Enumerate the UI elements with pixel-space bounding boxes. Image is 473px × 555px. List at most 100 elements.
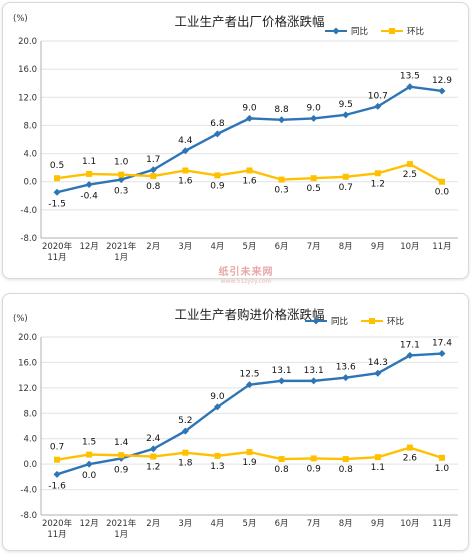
data-label-mom: 0.5: [50, 161, 64, 171]
data-label-mom: 1.5: [82, 438, 96, 448]
y-tick-label: -4.0: [20, 486, 37, 496]
x-tick-label: 12月: [79, 242, 98, 252]
data-label-yoy: 0.0: [82, 471, 97, 481]
x-tick-label: 11月: [432, 519, 451, 529]
point-marker-yoy: [53, 188, 61, 196]
point-marker-yoy: [374, 102, 382, 110]
data-label-yoy: 13.5: [400, 72, 420, 82]
point-marker-mom: [118, 171, 125, 178]
point-marker-mom: [246, 449, 253, 456]
point-marker-mom: [342, 173, 349, 180]
data-label-yoy: 9.0: [306, 103, 321, 113]
data-label-mom: 1.2: [146, 463, 160, 473]
point-marker-yoy: [406, 83, 414, 91]
data-label-yoy: 14.3: [368, 358, 388, 368]
x-tick-label: 9月: [371, 242, 385, 252]
data-label-mom: 0.0: [435, 188, 450, 198]
y-tick-label: 16.0: [18, 65, 37, 75]
data-label-yoy: 5.2: [178, 416, 192, 426]
x-tick-label: 7月: [307, 519, 321, 529]
data-label-yoy: 9.5: [339, 100, 353, 110]
chart-title: 工业生产者购进价格涨跌幅: [174, 307, 324, 322]
y-tick-label: 8.0: [23, 121, 37, 131]
data-label-mom: 1.0: [114, 158, 129, 168]
point-marker-mom: [310, 455, 317, 462]
x-tick-label: 6月: [275, 242, 289, 252]
y-tick-label: 8.0: [23, 409, 37, 419]
point-marker-yoy: [342, 374, 350, 382]
point-marker-mom: [342, 456, 349, 463]
data-label-yoy: 17.4: [432, 339, 452, 349]
data-label-mom: 1.6: [178, 176, 193, 186]
point-marker-mom: [54, 175, 61, 182]
data-label-mom: 0.7: [339, 183, 353, 193]
data-label-yoy: 2.4: [146, 434, 161, 444]
point-marker-yoy: [85, 460, 93, 468]
x-tick-label: 12月: [79, 519, 98, 529]
point-marker-yoy: [278, 377, 286, 385]
point-marker-yoy: [181, 427, 189, 435]
point-marker-yoy: [85, 181, 93, 189]
x-tick-label: 7月: [307, 242, 321, 252]
x-tick-label: 2月: [146, 519, 160, 529]
chart-title: 工业生产者出厂价格涨跌幅: [174, 14, 324, 29]
legend-marker-yoy: [312, 317, 320, 325]
data-label-mom: 2.6: [403, 454, 418, 464]
data-label-mom: 1.2: [371, 179, 385, 189]
x-tick-label: 4月: [210, 519, 224, 529]
x-tick-label: 9月: [371, 519, 385, 529]
point-marker-yoy: [181, 147, 189, 155]
point-marker-yoy: [246, 114, 253, 122]
point-marker-yoy: [117, 176, 125, 184]
data-label-mom: 1.6: [242, 176, 257, 186]
point-marker-mom: [182, 167, 189, 174]
x-tick-label: 5月: [243, 242, 257, 252]
x-tick-label: 6月: [275, 519, 289, 529]
data-label-yoy: 0.9: [114, 465, 129, 475]
point-marker-yoy: [406, 351, 414, 359]
legend-label-yoy: 同比: [351, 26, 368, 37]
point-marker-mom: [278, 456, 285, 463]
y-tick-label: 12.0: [18, 93, 37, 103]
y-tick-label: 0.0: [23, 178, 37, 188]
data-label-yoy: -0.4: [80, 192, 98, 202]
y-tick-label: -8.0: [20, 234, 37, 244]
data-label-yoy: 4.4: [178, 136, 193, 146]
data-label-mom: 1.9: [242, 458, 257, 468]
data-label-yoy: 10.7: [368, 91, 388, 101]
point-marker-mom: [406, 444, 413, 451]
x-tick-label: 4月: [210, 242, 224, 252]
data-label-mom: 1.0: [435, 464, 450, 474]
point-marker-mom: [214, 452, 221, 459]
point-marker-mom: [374, 170, 381, 177]
point-marker-mom: [214, 172, 221, 179]
x-tick-label: 8月: [339, 519, 353, 529]
x-tick-label: 10月: [400, 519, 419, 529]
data-label-yoy: 13.1: [272, 366, 292, 376]
y-axis-unit: (%): [13, 314, 28, 324]
point-marker-mom: [150, 453, 157, 460]
x-tick-label: 10月: [400, 242, 419, 252]
y-tick-label: 20.0: [18, 37, 37, 47]
y-tick-label: 20.0: [18, 333, 37, 343]
y-tick-label: 0.0: [23, 460, 37, 470]
data-label-mom: 1.8: [178, 459, 193, 469]
x-tick-label: 2月: [146, 242, 160, 252]
data-label-yoy: 12.9: [432, 76, 452, 86]
data-label-mom: 0.8: [339, 465, 354, 475]
data-label-yoy: -1.6: [48, 481, 66, 491]
chart-panel-ppi-output: 工业生产者出厂价格涨跌幅 (%) 20.0 16.0 12.0 8.0 4.0 0.0 -4.0…: [2, 2, 469, 279]
point-marker-yoy: [149, 166, 157, 174]
legend-marker-yoy: [332, 27, 340, 35]
point-marker-mom: [374, 454, 381, 461]
x-tick-label: 2020年 11月: [42, 241, 73, 263]
point-marker-yoy: [213, 130, 221, 138]
data-label-mom: 0.3: [274, 186, 288, 196]
x-tick-label: 8月: [339, 242, 353, 252]
data-label-mom: 0.8: [274, 465, 289, 475]
watermark-main: 纸引未来网: [218, 267, 274, 278]
y-tick-label: -4.0: [20, 206, 37, 216]
data-label-yoy: 0.3: [114, 187, 128, 197]
watermark-sub: www.51zyzy.com: [220, 278, 272, 285]
legend-marker-mom: [389, 28, 395, 34]
